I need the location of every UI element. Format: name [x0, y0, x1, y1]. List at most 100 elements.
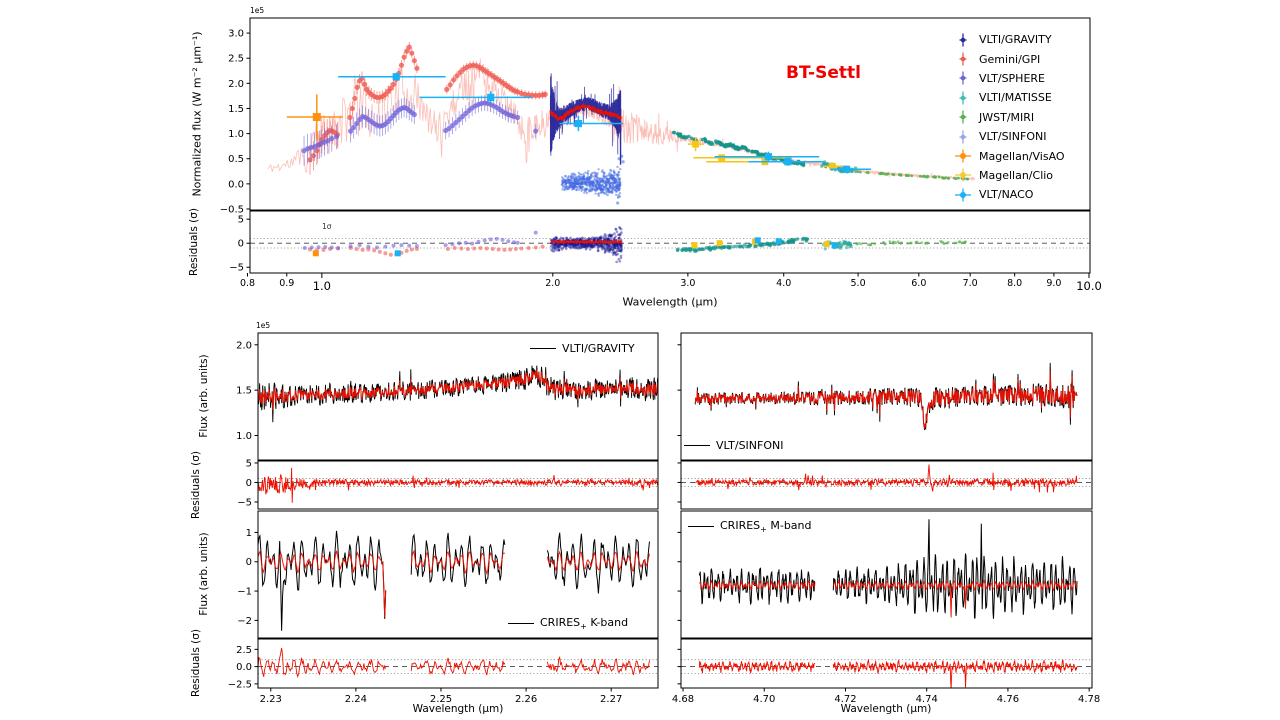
- series-grav_mod: [258, 369, 658, 411]
- errorbar-marker-icon: [959, 91, 967, 105]
- series-res2_r: [698, 658, 1078, 688]
- errorbar-marker-icon: [959, 33, 967, 47]
- tick-label: 1.5: [236, 386, 252, 397]
- crires-flux-axis-label: Flux (arb. units): [198, 532, 210, 616]
- tick-label: 5.0: [851, 278, 866, 289]
- legend-item-label: JWST/MIRI: [979, 110, 1035, 124]
- tick-label: 5: [246, 458, 252, 469]
- instrument-legend: VLTI/GRAVITY Gemini/GPI VLT/SPHERE VLTI/MAT…: [952, 30, 1065, 205]
- legend-gravity-label: VLTI/GRAVITY: [562, 342, 635, 355]
- legend-sinfoni-label: VLT/SINFONI: [716, 439, 784, 452]
- tick-label: 4.0: [776, 278, 791, 289]
- panel-br3: [698, 519, 1078, 619]
- tick-label: 1.0: [313, 279, 331, 293]
- errorbar-marker-icon: [955, 188, 971, 202]
- residuals2-axis-label: Residuals (σ): [190, 629, 202, 697]
- legend-item-label: VLT/NACO: [979, 188, 1034, 202]
- bottom-left-wavelength-label: Wavelength (μm): [412, 703, 504, 715]
- legend-item-vlt-sinfoni: VLT/SINFONI: [952, 127, 1065, 146]
- tick-label: 0: [246, 557, 252, 568]
- tick-label: 2.5: [236, 645, 252, 656]
- model-name-label: BT-Settl: [786, 63, 861, 83]
- legend-item-label: Magellan/VisAO: [979, 149, 1065, 163]
- panel-br4: [681, 658, 1092, 688]
- tick-label: 2.0: [228, 79, 244, 90]
- tick-label: 2.24: [345, 694, 367, 705]
- tick-label: 0.8: [240, 278, 255, 289]
- tick-label: 4.74: [916, 694, 938, 705]
- series-crk_mod: [258, 549, 650, 618]
- tick-label: 1: [246, 528, 252, 539]
- tick-label: 0: [246, 478, 252, 489]
- gravity-line-sample: [530, 348, 556, 349]
- axes: 3.02.52.01.51.00.50.0−0.550−52.01.51.050…: [220, 17, 1102, 705]
- legend-crires-m: CRIRES+ M-band: [688, 519, 812, 534]
- tick-label: 2.0: [545, 278, 560, 289]
- errorbar-marker-icon: [955, 168, 971, 182]
- tick-label: 9.0: [1046, 278, 1061, 289]
- legend-item-label: VLT/SPHERE: [979, 71, 1045, 85]
- tick-label: 10.0: [1076, 279, 1102, 293]
- tick-label: 1.0: [236, 431, 252, 442]
- tick-label: 0.5: [228, 154, 244, 165]
- panel-br1: [694, 362, 1078, 431]
- legend-item-gemini-gpi: Gemini/GPI: [952, 49, 1065, 68]
- legend-crires-m-label: CRIRES+ M-band: [720, 519, 812, 535]
- panel-bl3: [258, 530, 650, 631]
- residuals1-axis-label: Residuals (σ): [190, 451, 202, 519]
- top-flux-axis-label: Normalized flux (W m⁻² μm⁻¹): [190, 31, 204, 197]
- errorbar-marker-icon: [959, 71, 967, 85]
- tick-label: 4.76: [997, 694, 1019, 705]
- tick-label: 1.5: [228, 104, 244, 115]
- panel-bl4: [258, 647, 658, 678]
- panel-br2: [681, 464, 1092, 493]
- crires-k-line-sample: [508, 623, 534, 625]
- tick-label: 0.0: [236, 662, 252, 673]
- panel-tf: [267, 42, 976, 205]
- crires-m-line-sample: [688, 526, 714, 528]
- tick-label: 6.0: [911, 278, 926, 289]
- legend-item-label: VLTI/GRAVITY: [979, 33, 1052, 47]
- tick-label: 3.0: [228, 29, 244, 40]
- legend-item-label: Magellan/Clio: [979, 168, 1054, 182]
- tick-label: −2: [237, 616, 252, 627]
- tick-label: 7.0: [963, 278, 978, 289]
- legend-item-vlt-sphere: VLT/SPHERE: [952, 69, 1065, 88]
- tick-label: −5: [237, 497, 252, 508]
- tick-label: 5: [238, 215, 244, 226]
- legend-item-vlti-matisse: VLTI/MATISSE: [952, 88, 1065, 107]
- tick-label: 4.68: [672, 694, 694, 705]
- tick-label: 0.9: [279, 278, 294, 289]
- panel-bl1: [258, 365, 658, 423]
- series-gravity_model: [549, 102, 622, 123]
- tick-label: −2.5: [228, 679, 252, 690]
- top-residuals-axis-label: Residuals (σ): [188, 208, 200, 276]
- top-wavelength-axis-label: Wavelength (μm): [622, 295, 718, 309]
- tick-label: 2.27: [600, 694, 622, 705]
- legend-item-label: Gemini/GPI: [979, 52, 1041, 66]
- tick-label: 2.0: [236, 340, 252, 351]
- sinfoni-line-sample: [684, 445, 710, 446]
- top-offset-label: 1e5: [250, 6, 265, 15]
- legend-gravity: VLTI/GRAVITY: [530, 342, 635, 355]
- tick-label: −1: [237, 587, 252, 598]
- series-sinf_mod: [694, 370, 1078, 430]
- series-res1_r: [695, 464, 1078, 493]
- tick-label: 0.0: [228, 179, 244, 190]
- tick-label: 8.0: [1007, 278, 1022, 289]
- panel-bl2: [258, 467, 658, 503]
- legend-item-label: VLT/SINFONI: [979, 130, 1047, 144]
- legend-item-jwst-miri: JWST/MIRI: [952, 108, 1065, 127]
- errorbar-marker-icon: [959, 110, 967, 124]
- one-sigma-annotation: 1σ: [322, 222, 332, 231]
- tick-label: −5: [229, 263, 244, 274]
- bottom-right-wavelength-label: Wavelength (μm): [840, 703, 932, 715]
- series-res1_l: [258, 467, 658, 503]
- tick-label: 4.72: [834, 694, 856, 705]
- legend-sinfoni: VLT/SINFONI: [684, 439, 783, 452]
- legend-crires-k-label: CRIRES+ K-band: [540, 616, 629, 632]
- series-res2_l: [258, 647, 650, 678]
- tick-label: 4.70: [753, 694, 775, 705]
